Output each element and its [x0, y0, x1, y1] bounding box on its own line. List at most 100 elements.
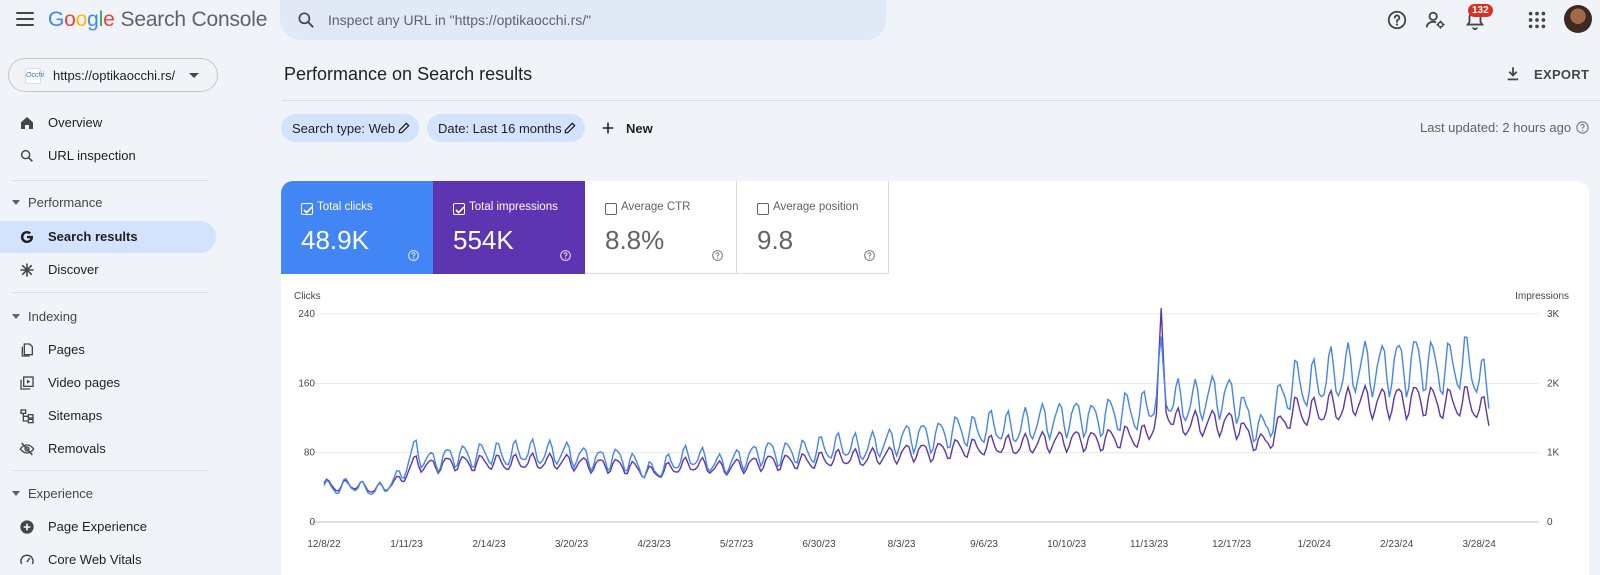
- sidebar-divider: [12, 292, 208, 293]
- left-tick-label: 0: [309, 517, 315, 528]
- product-name: Search Console: [120, 8, 268, 31]
- metric-value: 9.8: [757, 225, 794, 255]
- sidebar-item-label: Search results: [48, 229, 138, 244]
- help-icon[interactable]: [1386, 9, 1408, 31]
- account-avatar[interactable]: [1564, 5, 1592, 33]
- x-tick-label: 6/30/23: [802, 539, 836, 550]
- help-icon[interactable]: [863, 249, 876, 262]
- help-icon[interactable]: [559, 249, 572, 262]
- search-console-logo[interactable]: Google Search Console: [48, 8, 267, 32]
- filter-chip-label: Search type: Web: [292, 121, 396, 136]
- metric-value: 8.8%: [605, 225, 665, 255]
- sitemap-icon: [20, 409, 34, 424]
- sidebar-section-performance[interactable]: Performance: [0, 191, 216, 215]
- x-tick-label: 8/3/23: [888, 539, 916, 550]
- export-label: EXPORT: [1534, 67, 1590, 82]
- property-url: https://optikaocchi.rs/: [53, 68, 176, 83]
- sidebar-item-core-web-vitals[interactable]: Core Web Vitals: [0, 544, 216, 575]
- logo-letter: g: [87, 8, 99, 31]
- sidebar-divider: [12, 470, 208, 471]
- gauge-icon: [20, 554, 34, 565]
- x-tick-label: 3/28/24: [1462, 539, 1496, 550]
- google-apps-icon[interactable]: [1526, 9, 1548, 31]
- sidebar-item-label: Overview: [48, 115, 103, 130]
- logo-letter: G: [48, 8, 65, 31]
- last-updated-text: Last updated: 2 hours ago: [1420, 120, 1572, 135]
- sidebar-item-search-results[interactable]: Search results: [0, 221, 216, 253]
- help-icon[interactable]: [711, 249, 724, 262]
- sidebar-item-discover[interactable]: Discover: [0, 254, 216, 286]
- metric-average-position[interactable]: Average position 9.8: [737, 181, 889, 274]
- chevron-down-icon: [189, 73, 199, 78]
- property-favicon: Occhi: [25, 68, 44, 84]
- metric-label: Average position: [773, 201, 859, 213]
- help-icon[interactable]: [1575, 120, 1590, 135]
- sidebar-item-url-inspection[interactable]: URL inspection: [0, 140, 216, 172]
- sidebar-item-removals[interactable]: Removals: [0, 433, 216, 465]
- impressions-series-line: [323, 308, 1490, 493]
- page-experience-icon: [20, 520, 34, 534]
- sidebar-item-overview[interactable]: Overview: [0, 107, 216, 139]
- asterisk-icon: [20, 263, 34, 277]
- sidebar-item-video-pages[interactable]: Video pages: [0, 367, 216, 399]
- checkbox-checked-icon[interactable]: [453, 203, 465, 215]
- sidebar-item-label: Core Web Vitals: [48, 552, 142, 567]
- left-tick-label: 240: [298, 309, 315, 320]
- x-tick-label: 9/6/23: [970, 539, 998, 550]
- sidebar-item-pages[interactable]: Pages: [0, 334, 216, 366]
- home-icon: [21, 117, 33, 129]
- pages-icon: [21, 343, 33, 357]
- edit-icon[interactable]: [563, 121, 577, 135]
- x-tick-label: 2/14/23: [472, 539, 506, 550]
- url-inspection-search[interactable]: [280, 0, 886, 40]
- left-tick-label: 80: [304, 448, 316, 459]
- metric-average-ctr[interactable]: Average CTR 8.8%: [585, 181, 737, 274]
- sidebar-item-sitemaps[interactable]: Sitemaps: [0, 400, 216, 432]
- google-g-icon: [20, 230, 34, 244]
- x-tick-label: 12/8/22: [307, 539, 341, 550]
- x-tick-label: 1/11/23: [390, 539, 423, 550]
- performance-card: Total clicks 48.9K Total impressions 554…: [281, 181, 1589, 575]
- checkbox-unchecked-icon[interactable]: [605, 203, 617, 215]
- checkbox-unchecked-icon[interactable]: [757, 203, 769, 215]
- help-icon[interactable]: [407, 249, 420, 262]
- x-tick-label: 11/13/23: [1130, 539, 1169, 550]
- filter-chip-label: Date: Last 16 months: [438, 121, 562, 136]
- logo-letter: o: [64, 8, 76, 31]
- property-selector[interactable]: Occhi https://optikaocchi.rs/: [8, 58, 218, 92]
- x-tick-label: 3/20/23: [555, 539, 589, 550]
- right-tick-label: 2K: [1547, 378, 1560, 389]
- manage-users-icon[interactable]: [1424, 9, 1446, 31]
- sidebar-item-page-experience[interactable]: Page Experience: [0, 511, 216, 543]
- x-tick-label: 2/23/24: [1380, 539, 1414, 550]
- sidebar-item-label: Pages: [48, 342, 85, 357]
- new-filter-button[interactable]: New: [598, 114, 658, 142]
- filter-chip-date[interactable]: Date: Last 16 months: [427, 114, 585, 142]
- search-icon[interactable]: [296, 10, 316, 30]
- checkbox-checked-icon[interactable]: [301, 203, 313, 215]
- search-icon: [20, 149, 33, 162]
- metric-total-clicks[interactable]: Total clicks 48.9K: [281, 181, 433, 274]
- edit-icon[interactable]: [397, 121, 411, 135]
- right-tick-label: 3K: [1547, 309, 1560, 320]
- performance-chart[interactable]: Clicks Impressions 0 0 80 1K 160 2K 240 3K 12/8/22…: [281, 181, 1589, 575]
- filter-chip-search-type[interactable]: Search type: Web: [281, 114, 419, 142]
- download-icon: [1507, 67, 1519, 81]
- metric-value: 554K: [453, 225, 514, 255]
- export-button[interactable]: EXPORT: [1504, 62, 1590, 88]
- sidebar-section-indexing[interactable]: Indexing: [0, 305, 216, 329]
- sidebar-divider: [12, 180, 208, 181]
- header-divider: [282, 100, 1600, 101]
- logo-letter: o: [75, 8, 88, 31]
- sidebar-item-label: Discover: [48, 262, 99, 277]
- metric-value: 48.9K: [301, 225, 369, 255]
- left-tick-label: 160: [298, 378, 315, 389]
- search-input[interactable]: [328, 10, 848, 30]
- new-filter-label: New: [626, 121, 653, 136]
- sidebar-section-experience[interactable]: Experience: [0, 482, 216, 506]
- main-menu-icon[interactable]: [16, 12, 34, 26]
- metric-total-impressions[interactable]: Total impressions 554K: [433, 181, 585, 274]
- right-tick-label: 1K: [1547, 448, 1560, 459]
- x-tick-label: 10/10/23: [1047, 539, 1086, 550]
